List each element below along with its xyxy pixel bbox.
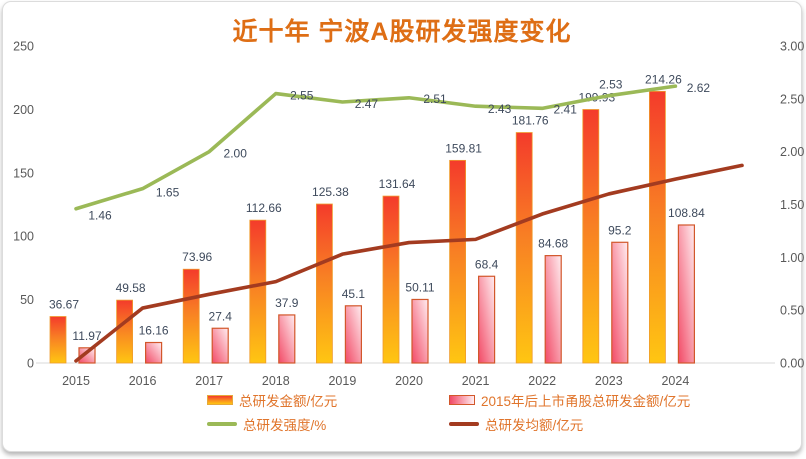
- bar-post2015-rnd-2022: [544, 255, 562, 364]
- legend-label: 2015年后上市甬股总研发金额/亿元: [481, 394, 691, 409]
- bar-label: 181.76: [512, 114, 549, 128]
- bar-label: 112.66: [246, 201, 282, 215]
- chart-title: 近十年 宁波A股研发强度变化: [232, 18, 572, 46]
- bar-total-rnd-2024: [649, 90, 666, 364]
- bar-post2015-rnd-2017: [211, 327, 229, 364]
- legend-item-total-rnd-amount: 总研发金额/亿元: [207, 390, 449, 410]
- bar-post2015-rnd-2024: [677, 224, 696, 364]
- bar-post2015-rnd-2021: [478, 275, 496, 364]
- right-axis-tick: 0.50: [780, 304, 804, 318]
- bar-post2015-rnd-2018: [278, 314, 296, 364]
- bar-total-rnd-2015: [49, 316, 67, 364]
- green-line-swatch-icon: [207, 422, 237, 426]
- bar-total-rnd-2023: [582, 109, 600, 364]
- red-line-swatch-icon: [449, 422, 479, 426]
- line-label: 2.43: [488, 102, 512, 116]
- x-axis-category-label: 2024: [661, 374, 689, 388]
- bar-label: 16.16: [139, 324, 169, 338]
- x-axis-category-label: 2019: [328, 374, 356, 388]
- bar-total-rnd-2021: [449, 159, 467, 364]
- x-axis-category-label: 2015: [62, 374, 90, 388]
- x-axis-category-label: 2018: [262, 374, 290, 388]
- right-axis-tick: 3.00: [780, 40, 804, 54]
- legend-label: 总研发均额/亿元: [485, 418, 584, 433]
- legend-item-avg-rnd-amount: 总研发均额/亿元: [449, 414, 690, 434]
- right-axis-tick: 2.00: [780, 145, 804, 159]
- line-label: 2.51: [423, 92, 447, 106]
- line-label: 2.41: [554, 102, 578, 116]
- legend-item-post2015-rnd-amount: 2015年后上市甬股总研发金额/亿元: [449, 390, 690, 410]
- bar-label: 36.67: [49, 298, 79, 312]
- left-axis-tick: 0: [27, 357, 34, 371]
- left-axis-tick: 200: [13, 103, 34, 117]
- bar-total-rnd-2020: [382, 195, 400, 364]
- bar-label: 84.68: [538, 237, 568, 251]
- x-axis-category-label: 2023: [595, 374, 623, 388]
- right-axis-tick: 1.00: [780, 251, 804, 265]
- bar-label: 37.9: [275, 296, 299, 310]
- bar-total-rnd-2022: [515, 132, 533, 364]
- left-axis-tick: 250: [13, 40, 34, 54]
- bar-post2015-rnd-2020: [411, 298, 429, 364]
- chart-card: 0 50 100 150 200 250 0.00 0.50 1.00 1.50 2.00 2.50 3…: [2, 1, 804, 452]
- bar-label: 95.2: [608, 223, 632, 237]
- x-axis-category-label: 2021: [462, 374, 490, 388]
- orange-bar-swatch-icon: [207, 395, 233, 405]
- bar-total-rnd-2016: [116, 299, 133, 364]
- legend-label: 总研发金额/亿元: [239, 394, 338, 409]
- right-axis-tick: 2.50: [780, 92, 804, 106]
- left-axis-tick: 50: [20, 293, 34, 307]
- x-axis-category-label: 2016: [129, 374, 157, 388]
- legend-item-rnd-intensity: 总研发强度/%: [207, 414, 449, 434]
- rnd-intensity-line: [74, 84, 678, 211]
- right-axis-tick: 1.50: [780, 198, 804, 212]
- bar-label: 49.58: [116, 281, 146, 295]
- line-label: 1.46: [88, 209, 112, 223]
- pink-bar-swatch-icon: [449, 395, 475, 405]
- bar-label: 45.1: [342, 287, 366, 301]
- plot-area: 0 50 100 150 200 250 0.00 0.50 1.00 1.50 2.00 2.50 3…: [13, 40, 804, 389]
- bar-label: 68.4: [475, 257, 499, 271]
- bar-label: 108.84: [668, 206, 705, 220]
- left-axis-tick: 150: [13, 166, 34, 180]
- avg-rnd-line: [74, 163, 744, 363]
- bar-label: 159.81: [445, 141, 482, 155]
- bar-total-rnd-2019: [315, 203, 333, 364]
- line-label: 2.00: [224, 147, 248, 161]
- chart-legend: 总研发金额/亿元 2015年后上市甬股总研发金额/亿元 总研发强度/% 总研发均…: [207, 390, 690, 434]
- bar-total-rnd-2018: [249, 219, 267, 364]
- bar-label: 214.26: [645, 72, 682, 86]
- bar-label: 125.38: [312, 185, 349, 199]
- bar-post2015-rnd-2016: [145, 341, 163, 364]
- line-label: 2.55: [290, 89, 314, 103]
- bar-post2015-rnd-2023: [611, 241, 629, 364]
- bar-total-rnd-2017: [182, 268, 200, 364]
- x-axis-category-label: 2022: [528, 374, 556, 388]
- bar-label: 27.4: [209, 309, 233, 323]
- legend-label: 总研发强度/%: [243, 418, 327, 433]
- line-label: 2.53: [599, 78, 623, 92]
- left-axis-tick: 100: [13, 230, 34, 244]
- right-axis-tick: 0.00: [780, 357, 804, 371]
- bar-label: 11.97: [72, 329, 101, 343]
- line-label: 1.65: [156, 186, 180, 200]
- bar-label: 73.96: [182, 250, 212, 264]
- bar-post2015-rnd-2019: [344, 305, 362, 364]
- bar-post2015-rnd-2015: [78, 347, 96, 364]
- x-axis-category-label: 2020: [395, 374, 423, 388]
- bar-label: 50.11: [405, 280, 434, 294]
- bar-label: 131.64: [379, 177, 416, 191]
- line-label: 2.47: [355, 97, 379, 111]
- line-label: 2.62: [687, 81, 711, 95]
- x-axis-category-label: 2017: [195, 374, 223, 388]
